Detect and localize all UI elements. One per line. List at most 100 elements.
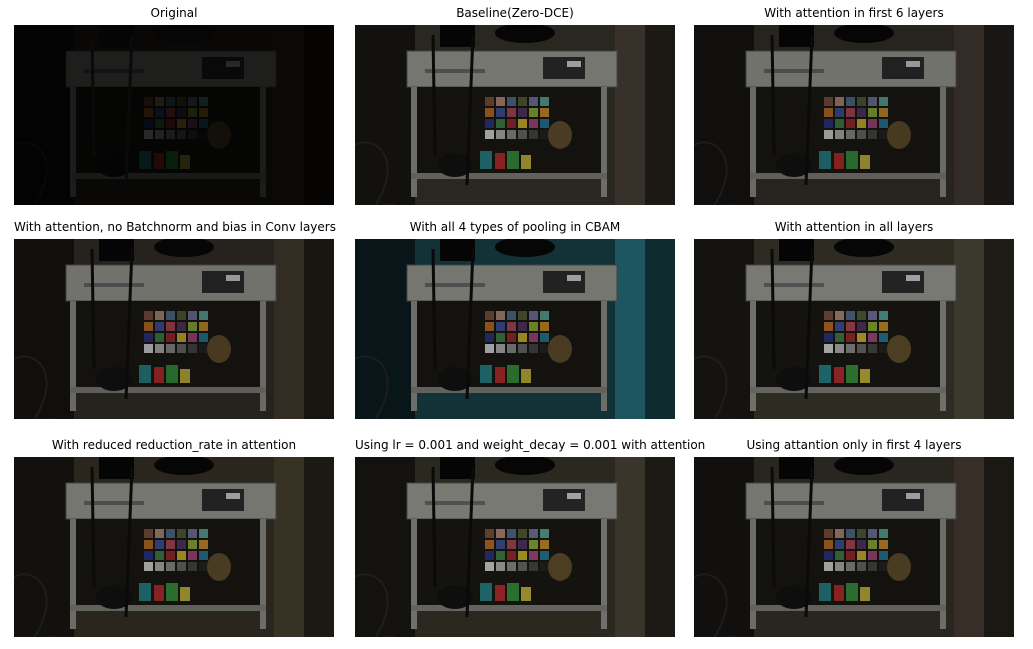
color-checker-patch — [879, 119, 888, 128]
camera-lens — [154, 25, 214, 43]
color-checker-patch — [199, 529, 208, 538]
cabinet-left-leg — [411, 301, 417, 411]
camera-body — [440, 457, 475, 479]
plush-toy — [548, 121, 572, 149]
color-checker-patch — [529, 322, 538, 331]
color-checker-patch — [857, 333, 866, 342]
color-checker-patch — [518, 108, 527, 117]
color-checker-patch — [166, 108, 175, 117]
strap — [431, 466, 437, 588]
color-checker-patch — [166, 551, 175, 560]
color-checker-patch — [824, 529, 833, 538]
camera-body — [779, 239, 814, 261]
color-checker-patch — [835, 322, 844, 331]
color-checker-patch — [188, 551, 197, 560]
color-checker-patch — [529, 529, 538, 538]
camera-body — [779, 457, 814, 479]
color-checker-patch — [857, 108, 866, 117]
color-checker-patch — [507, 540, 516, 549]
color-checker-patch — [835, 344, 844, 353]
color-checker-patch — [144, 322, 153, 331]
display-screen — [226, 493, 240, 499]
display-panel — [882, 57, 924, 79]
color-checker-patch — [507, 97, 516, 106]
scene-image — [355, 239, 675, 419]
red-toy — [834, 367, 844, 383]
cabinet-label — [764, 69, 824, 73]
color-checker-patch — [518, 333, 527, 342]
color-checker-patch — [857, 97, 866, 106]
display-screen — [226, 275, 240, 281]
cabinet-left-leg — [750, 87, 756, 197]
color-checker-patch — [199, 333, 208, 342]
cable — [694, 141, 734, 205]
strap — [431, 34, 437, 156]
cabinet-label — [425, 69, 485, 73]
color-checker-patch — [199, 540, 208, 549]
color-checker-patch — [857, 529, 866, 538]
color-checker-patch — [485, 97, 494, 106]
color-checker-patch — [824, 540, 833, 549]
color-checker-patch — [518, 322, 527, 331]
right-shadow — [645, 25, 675, 205]
red-toy — [495, 153, 505, 169]
color-checker-patch — [485, 529, 494, 538]
color-checker-patch — [835, 333, 844, 342]
color-checker-patch — [496, 540, 505, 549]
blue-toy — [480, 583, 492, 601]
color-checker-patch — [188, 333, 197, 342]
color-checker-patch — [540, 551, 549, 560]
color-checker-patch — [846, 551, 855, 560]
color-checker-patch — [824, 119, 833, 128]
color-checker-patch — [868, 540, 877, 549]
cabinet-left-leg — [70, 519, 76, 629]
camera-body — [99, 457, 134, 479]
color-checker-patch — [835, 551, 844, 560]
color-checker-patch — [846, 97, 855, 106]
color-checker-patch — [529, 562, 538, 571]
color-checker-patch — [540, 108, 549, 117]
display-screen — [567, 493, 581, 499]
color-checker-patch — [155, 311, 164, 320]
color-checker-patch — [507, 551, 516, 560]
cabinet-label — [425, 283, 485, 287]
display-panel — [882, 271, 924, 293]
scene-drawing — [14, 239, 334, 419]
color-checker-patch — [879, 529, 888, 538]
color-checker-patch — [518, 311, 527, 320]
strap — [124, 466, 134, 618]
color-checker-patch — [144, 344, 153, 353]
color-checker-patch — [529, 551, 538, 560]
panel-attention-no-batchnorm: With attention, no Batchnorm and bias in… — [14, 217, 336, 419]
scene-image — [694, 457, 1014, 637]
color-checker-patch — [188, 562, 197, 571]
color-checker-patch — [835, 529, 844, 538]
color-checker-patch — [155, 108, 164, 117]
color-checker-patch — [846, 344, 855, 353]
blue-toy — [819, 151, 831, 169]
strap — [124, 248, 134, 400]
blue-toy — [480, 151, 492, 169]
blue-toy — [819, 365, 831, 383]
color-checker-patch — [835, 130, 844, 139]
color-checker-patch — [166, 311, 175, 320]
color-checker-patch — [529, 333, 538, 342]
color-checker-patch — [879, 108, 888, 117]
color-checker-patch — [835, 540, 844, 549]
cable — [694, 573, 734, 637]
strap — [804, 34, 814, 186]
color-checker-patch — [879, 540, 888, 549]
color-checker-patch — [879, 562, 888, 571]
camera-lens — [834, 25, 894, 43]
color-checker-patch — [166, 344, 175, 353]
color-checker-patch — [485, 130, 494, 139]
left-shadow — [355, 25, 415, 205]
plush-toy — [887, 335, 911, 363]
color-checker-patch — [144, 119, 153, 128]
color-checker-patch — [496, 344, 505, 353]
color-checker-patch — [177, 97, 186, 106]
scene-image — [355, 25, 675, 205]
scene-drawing — [355, 239, 675, 419]
left-shadow — [14, 457, 74, 637]
plush-toy — [548, 335, 572, 363]
